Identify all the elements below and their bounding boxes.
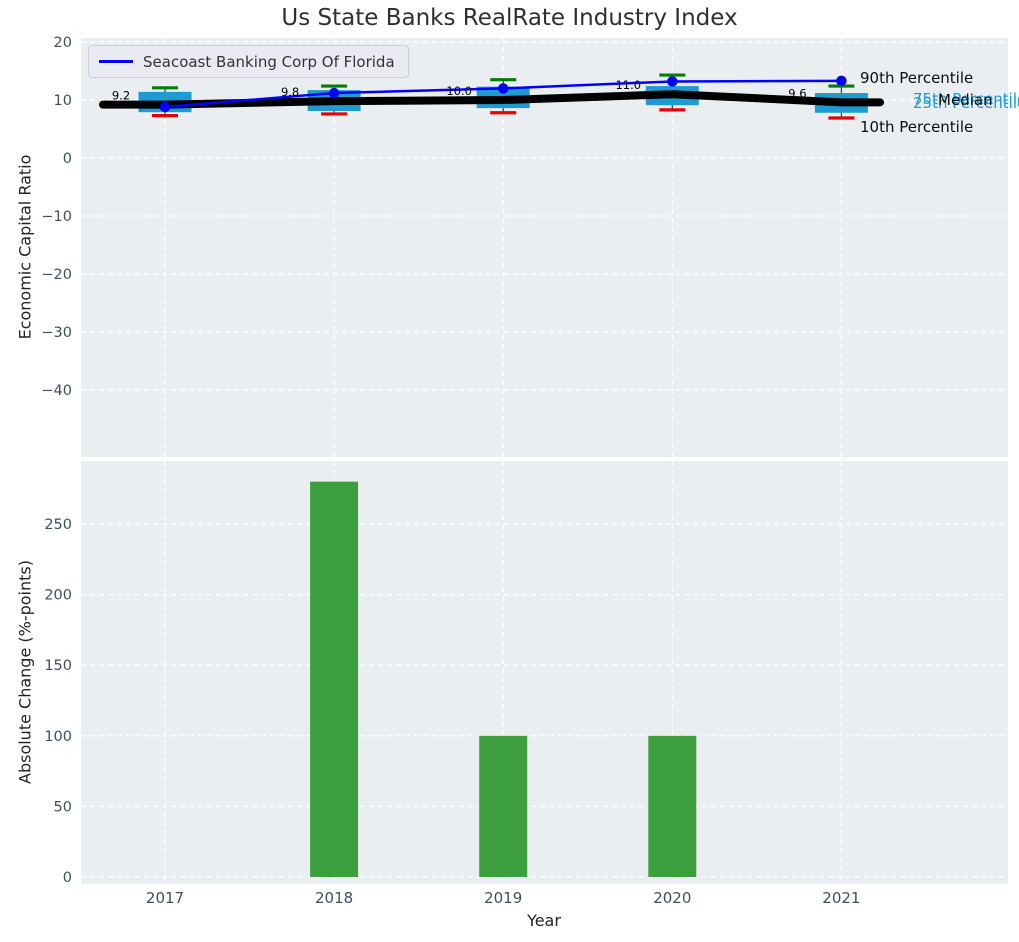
top-y-axis-label: Economic Capital Ratio: [15, 154, 35, 340]
median-value-label-2021: 9.6: [788, 86, 806, 100]
top-y-tick-label: 10: [54, 93, 72, 109]
annotation-25th-percentile: 25th Percentile: [913, 94, 1019, 112]
company-point-2020: [667, 76, 678, 87]
median-value-label-2020: 11.0: [615, 78, 641, 92]
bar-2020: [648, 735, 697, 877]
x-tick-label-2021: 2021: [822, 889, 860, 907]
x-axis-label: Year: [527, 911, 561, 930]
top-y-tick-label: −10: [41, 209, 72, 225]
median-value-label-2019: 10.0: [446, 84, 472, 98]
top-y-tick-label: −30: [41, 325, 72, 341]
annotation-median: Median: [938, 91, 993, 109]
top-y-tick-label: 0: [63, 151, 72, 167]
top-y-tick-label: −40: [41, 383, 72, 399]
bottom-y-tick-label: 100: [44, 729, 72, 745]
x-tick-label-2018: 2018: [315, 889, 353, 907]
legend-label: Seacoast Banking Corp Of Florida: [143, 52, 395, 71]
x-tick-label-2019: 2019: [484, 889, 522, 907]
bar-2019: [479, 735, 528, 877]
company-point-2019: [498, 83, 509, 94]
company-point-2017: [159, 101, 171, 113]
bottom-y-tick-label: 200: [44, 588, 72, 604]
chart-title: Us State Banks RealRate Industry Index: [281, 5, 738, 31]
bottom-plot-area: [81, 461, 1008, 884]
x-tick-label-2017: 2017: [146, 889, 184, 907]
bar-2018: [310, 481, 359, 877]
company-point-2018: [328, 87, 340, 99]
x-tick-label-2020: 2020: [653, 889, 691, 907]
bottom-y-tick-label: 0: [63, 870, 72, 886]
company-point-2021: [836, 75, 847, 87]
median-value-label-2017: 9.2: [112, 89, 130, 103]
bottom-y-axis-label: Absolute Change (%-points): [15, 560, 35, 784]
bottom-y-tick-label: 150: [44, 658, 72, 674]
bottom-y-tick-label: 50: [54, 799, 72, 815]
annotation-10th-percentile: 10th Percentile: [860, 118, 974, 136]
legend: Seacoast Banking Corp Of Florida: [88, 45, 409, 78]
annotation-90th-percentile: 90th Percentile: [860, 69, 974, 87]
bottom-y-tick-label: 250: [44, 517, 72, 533]
median-value-label-2018: 9.8: [281, 85, 299, 99]
top-y-tick-label: −20: [41, 267, 72, 283]
annotation-75th-percentile: 75th Percentile: [913, 90, 1019, 108]
legend-line-swatch: [99, 60, 133, 63]
top-y-tick-label: 20: [54, 35, 72, 51]
